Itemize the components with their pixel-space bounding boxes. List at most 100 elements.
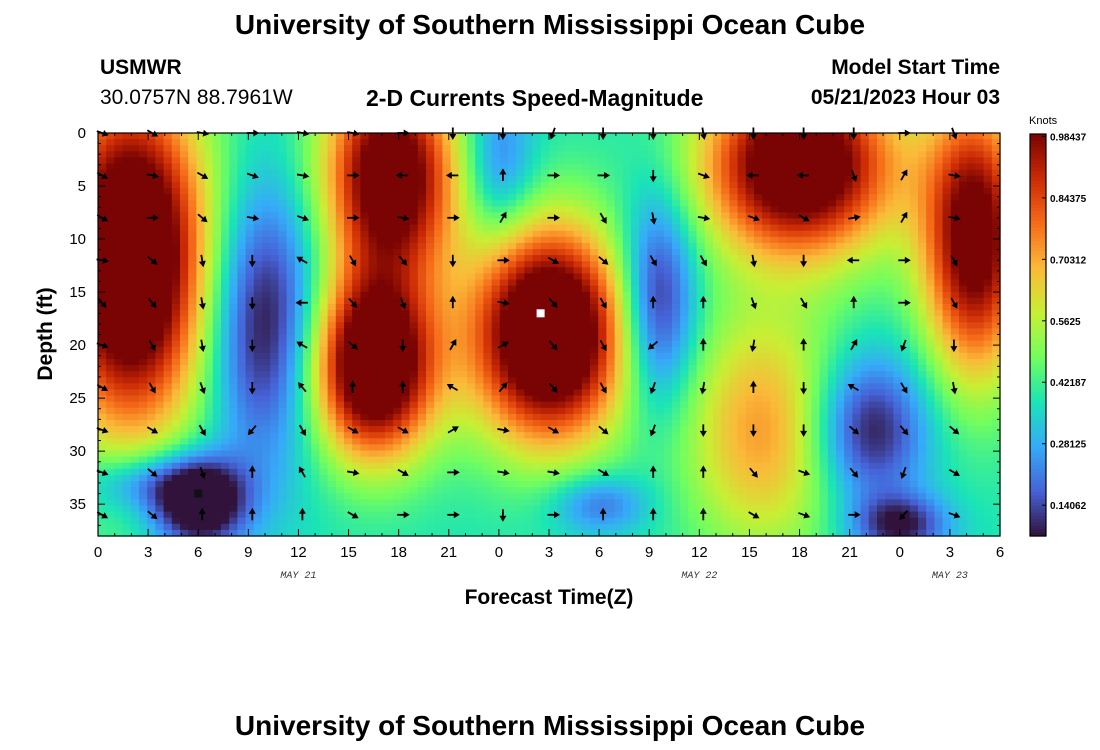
heatmap-cell (245, 511, 255, 519)
heatmap-cell (631, 187, 640, 195)
heatmap-cell (409, 493, 419, 500)
heatmap-cell (581, 529, 591, 537)
heatmap-cell (475, 187, 484, 195)
heatmap-cell (639, 328, 648, 336)
heatmap-cell (524, 517, 534, 525)
heatmap-cell (401, 481, 411, 488)
heatmap-cell (598, 169, 607, 177)
heatmap-cell (475, 249, 484, 256)
heatmap-cell (360, 261, 370, 268)
heatmap-cell (549, 340, 558, 348)
heatmap-cell (499, 328, 509, 336)
heatmap-cell (540, 487, 550, 494)
heatmap-cell (286, 328, 296, 336)
heatmap-cell (491, 517, 501, 525)
heatmap-cell (294, 444, 304, 452)
heatmap-cell (622, 389, 632, 397)
heatmap-cell (590, 303, 599, 311)
heatmap-cell (467, 481, 476, 488)
heatmap-cell (450, 291, 460, 299)
heatmap-cell (696, 419, 706, 427)
heatmap-cell (360, 133, 370, 140)
heatmap-cell (483, 242, 493, 250)
heatmap-cell (467, 419, 476, 427)
heatmap-cell (475, 371, 484, 378)
heatmap-cell (344, 206, 353, 213)
heatmap-cell (286, 175, 296, 183)
heatmap-cell (98, 242, 107, 250)
heatmap-cell (311, 511, 320, 519)
heatmap-cell (606, 236, 616, 244)
heatmap-cell (360, 450, 370, 458)
heatmap-cell (327, 224, 337, 232)
heatmap-cell (606, 383, 616, 391)
heatmap-cell (196, 145, 206, 152)
heatmap-cell (114, 352, 124, 360)
heatmap-cell (663, 285, 673, 293)
heatmap-cell (426, 365, 435, 372)
heatmap-cell (590, 383, 599, 391)
heatmap-cell (147, 377, 156, 384)
heatmap-cell (204, 358, 214, 366)
heatmap-cell (516, 285, 525, 293)
heatmap-cell (245, 517, 255, 525)
heatmap-cell (335, 230, 345, 238)
heatmap-cell (180, 401, 189, 409)
heatmap-cell (442, 157, 452, 165)
heatmap-cell (204, 230, 214, 238)
heatmap-cell (130, 383, 140, 391)
heatmap-cell (672, 456, 681, 464)
heatmap-cell (212, 230, 222, 238)
heatmap-cell (672, 352, 681, 360)
heatmap-cell (188, 133, 197, 140)
heatmap-cell (549, 279, 558, 287)
heatmap-cell (163, 371, 173, 378)
heatmap-cell (335, 371, 345, 378)
heatmap-cell (204, 334, 214, 342)
heatmap-cell (622, 444, 632, 452)
heatmap-cell (335, 365, 345, 372)
heatmap-cell (319, 194, 329, 201)
heatmap-cell (344, 316, 353, 323)
heatmap-cell (696, 316, 706, 323)
heatmap-cell (360, 438, 370, 446)
heatmap-cell (688, 401, 698, 409)
heatmap-cell (221, 371, 230, 378)
heatmap-cell (663, 493, 673, 500)
heatmap-cell (590, 322, 599, 329)
heatmap-cell (680, 194, 689, 201)
heatmap-cell (286, 462, 296, 470)
heatmap-cell (581, 413, 591, 421)
heatmap-cell (278, 389, 288, 397)
heatmap-cell (212, 297, 222, 305)
heatmap-cell (696, 169, 706, 177)
heatmap-cell (590, 401, 599, 409)
heatmap-cell (696, 206, 706, 213)
heatmap-cell (196, 438, 206, 446)
heatmap-cell (385, 267, 394, 275)
heatmap-cell (311, 365, 320, 372)
heatmap-cell (475, 450, 484, 458)
heatmap-cell (106, 218, 115, 226)
heatmap-cell (639, 365, 648, 372)
heatmap-cell (393, 395, 402, 403)
heatmap-cell (270, 175, 279, 183)
heatmap-cell (704, 468, 714, 476)
heatmap-cell (458, 194, 468, 201)
heatmap-cell (483, 407, 493, 415)
heatmap-cell (590, 456, 599, 464)
heatmap-cell (499, 151, 509, 159)
heatmap-cell (450, 249, 460, 256)
heatmap-cell (311, 371, 320, 378)
heatmap-cell (549, 413, 558, 421)
heatmap-cell (417, 426, 427, 433)
heatmap-cell (171, 389, 181, 397)
heatmap-cell (344, 242, 353, 250)
heatmap-cell (713, 297, 722, 305)
heatmap-cell (573, 419, 583, 427)
heatmap-cell (270, 358, 279, 366)
heatmap-cell (253, 395, 263, 403)
heatmap-cell (393, 352, 402, 360)
heatmap-cell (467, 175, 476, 183)
heatmap-cell (434, 371, 443, 378)
